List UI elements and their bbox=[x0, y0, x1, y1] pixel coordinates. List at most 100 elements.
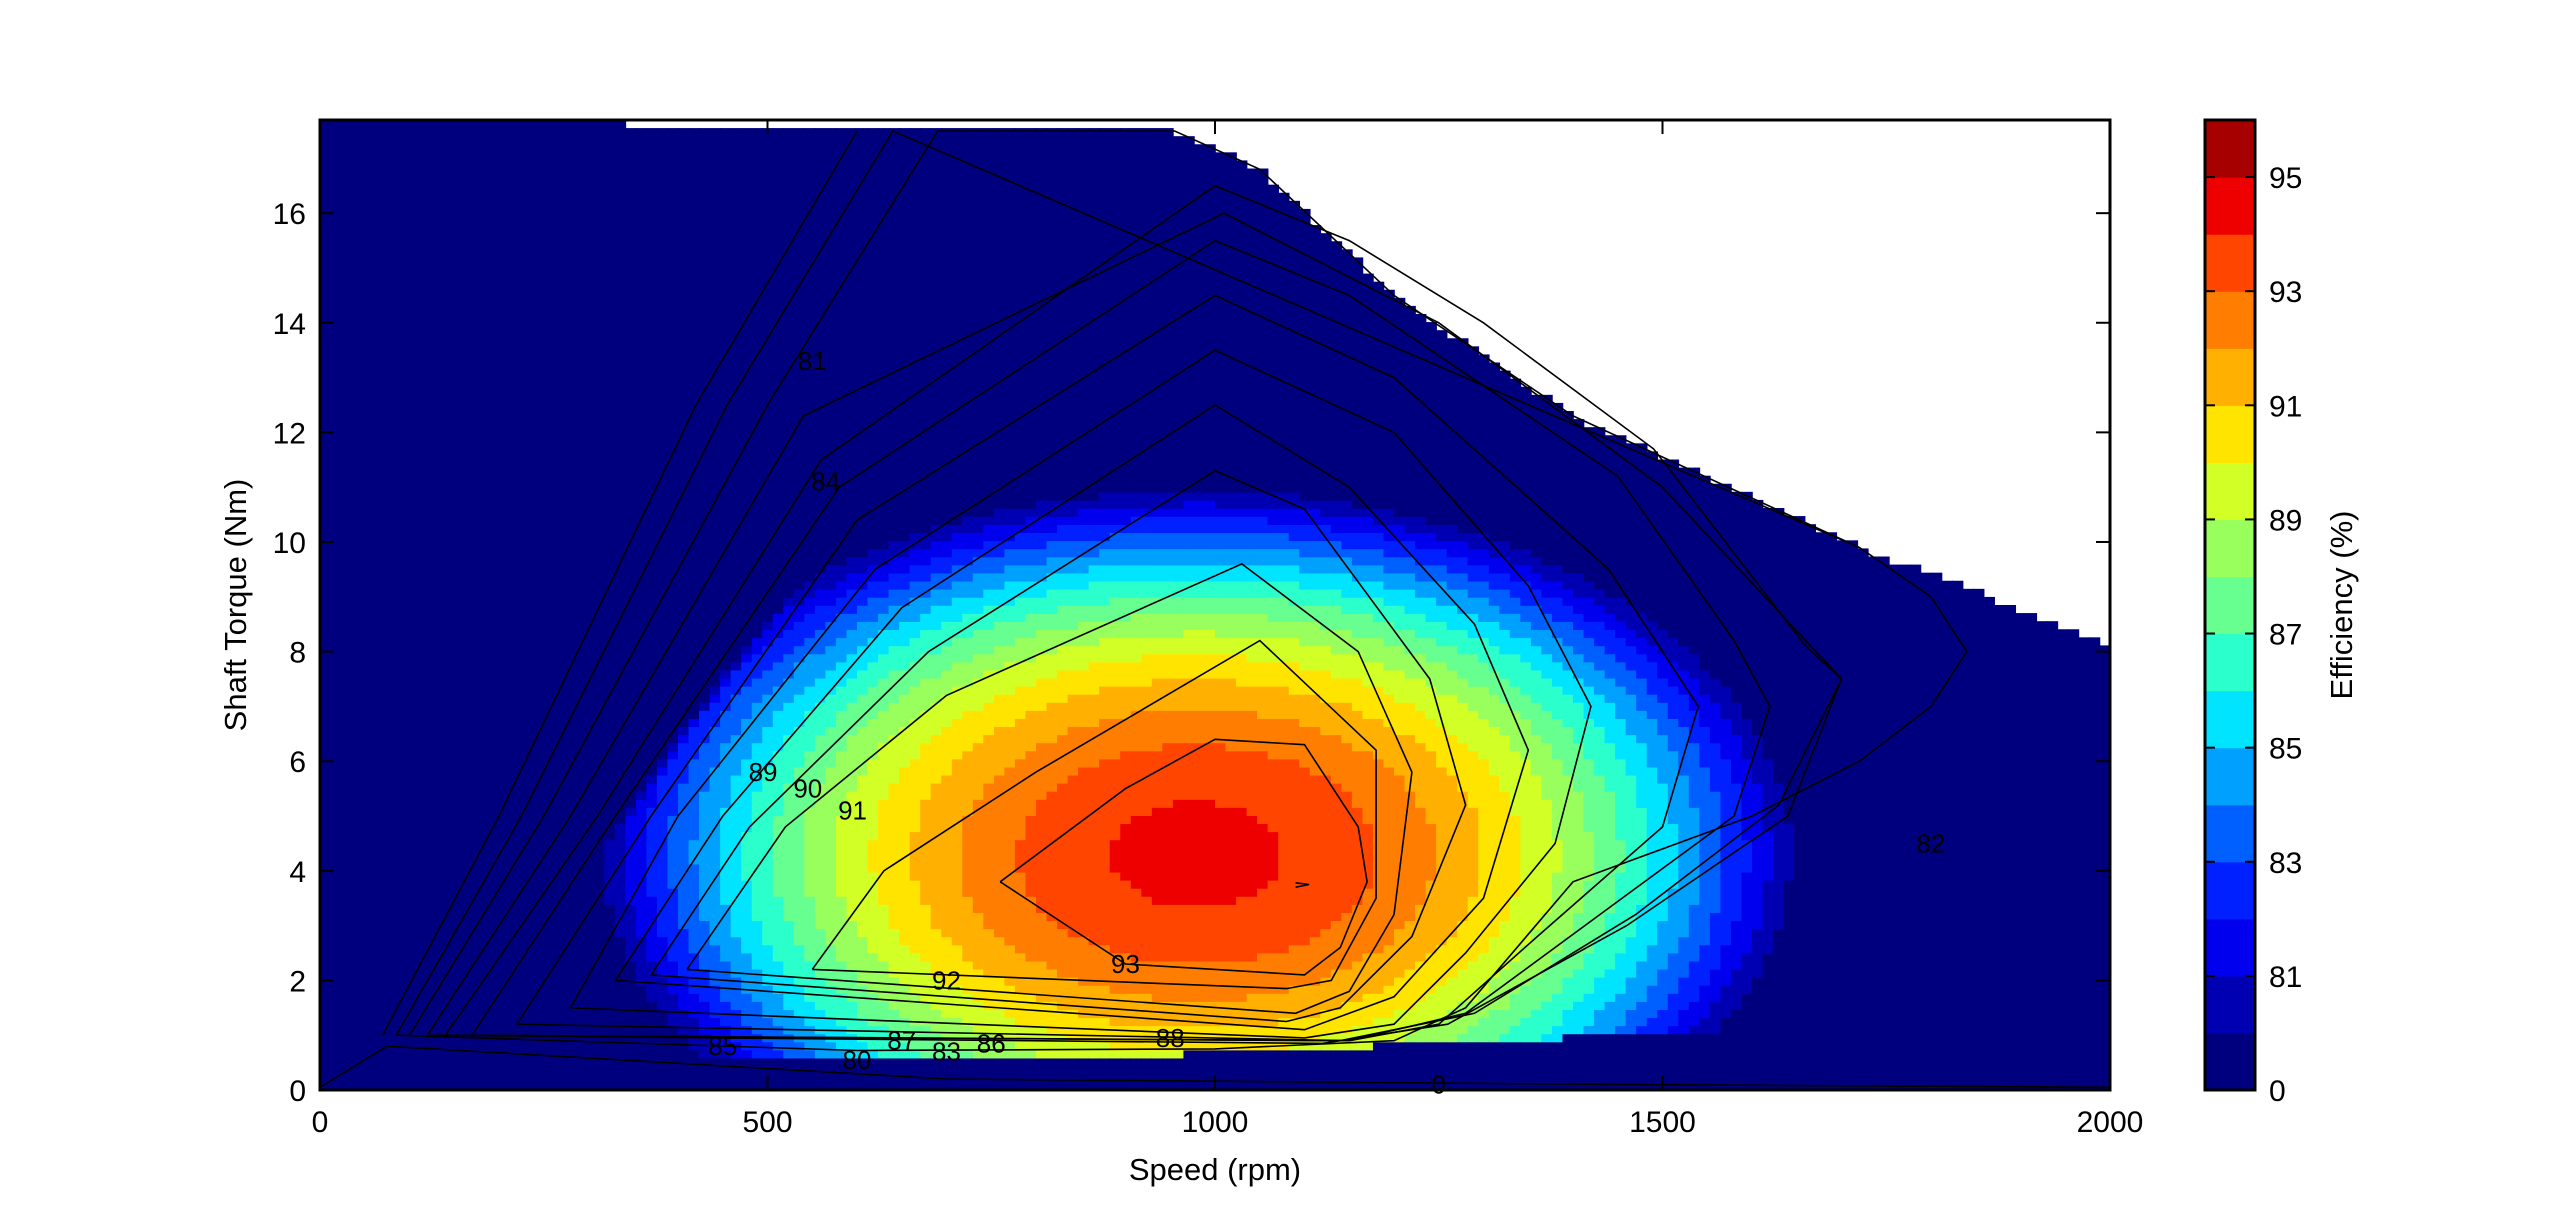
efficiency-cell bbox=[1446, 629, 1458, 647]
efficiency-cell bbox=[1204, 904, 1216, 962]
efficiency-cell bbox=[646, 774, 658, 784]
efficiency-cell bbox=[1973, 588, 1985, 1090]
efficiency-cell bbox=[1341, 249, 1353, 501]
efficiency-cell bbox=[1246, 491, 1258, 509]
efficiency-cell bbox=[1457, 742, 1469, 792]
efficiency-cell bbox=[1688, 742, 1701, 808]
efficiency-cell bbox=[1130, 508, 1143, 517]
efficiency-cell bbox=[846, 734, 858, 792]
efficiency-cell bbox=[993, 976, 1006, 1010]
efficiency-cell bbox=[1120, 952, 1132, 994]
efficiency-cell bbox=[1330, 605, 1343, 631]
efficiency-cell bbox=[1773, 782, 1785, 930]
efficiency-cell bbox=[1530, 774, 1543, 930]
efficiency-cell bbox=[1036, 613, 1048, 631]
y-tick-label: 2 bbox=[289, 965, 306, 998]
efficiency-cell bbox=[625, 960, 637, 1090]
y-tick-label: 14 bbox=[273, 308, 306, 341]
colorbar-segment bbox=[2205, 747, 2255, 806]
efficiency-cell bbox=[1257, 548, 1269, 566]
efficiency-cell bbox=[1025, 1057, 1037, 1090]
efficiency-cell bbox=[341, 120, 353, 1090]
efficiency-cell bbox=[751, 920, 764, 970]
efficiency-cell bbox=[1604, 613, 1616, 631]
efficiency-cell bbox=[1025, 1049, 1037, 1059]
efficiency-cell bbox=[1330, 516, 1343, 534]
efficiency-cell bbox=[1330, 653, 1343, 679]
efficiency-cell bbox=[941, 1057, 953, 1090]
efficiency-cell bbox=[920, 1057, 932, 1090]
efficiency-cell bbox=[1141, 491, 1153, 509]
efficiency-cell bbox=[751, 637, 764, 655]
efficiency-cell bbox=[1236, 710, 1248, 752]
efficiency-cell bbox=[1141, 1049, 1153, 1059]
efficiency-cell bbox=[1099, 718, 1111, 760]
efficiency-cell bbox=[1425, 685, 1437, 719]
efficiency-cell bbox=[1425, 548, 1437, 566]
efficiency-cell bbox=[1415, 314, 1427, 517]
efficiency-cell bbox=[499, 120, 511, 1090]
efficiency-cell bbox=[835, 596, 848, 614]
efficiency-cell bbox=[972, 629, 985, 655]
efficiency-cell bbox=[930, 588, 943, 606]
efficiency-cell bbox=[1562, 605, 1574, 622]
efficiency-cell bbox=[351, 120, 363, 1090]
efficiency-cell bbox=[1193, 677, 1206, 711]
efficiency-cell bbox=[1436, 564, 1448, 582]
efficiency-cell bbox=[1341, 653, 1353, 679]
efficiency-cell bbox=[1067, 499, 1079, 517]
efficiency-cell bbox=[962, 960, 974, 994]
efficiency-cell bbox=[1425, 596, 1437, 622]
efficiency-cell bbox=[1288, 540, 1301, 550]
efficiency-cell bbox=[1088, 128, 1100, 501]
efficiency-cell bbox=[1372, 718, 1385, 760]
efficiency-cell bbox=[1320, 556, 1332, 574]
efficiency-cell bbox=[1130, 887, 1143, 962]
efficiency-cell bbox=[1057, 605, 1069, 631]
efficiency-cell bbox=[1446, 572, 1458, 590]
efficiency-cell bbox=[1246, 168, 1258, 493]
efficiency-cell bbox=[1678, 467, 1690, 647]
efficiency-cell bbox=[656, 766, 669, 776]
efficiency-cell bbox=[1530, 572, 1543, 590]
efficiency-cell bbox=[888, 572, 900, 590]
efficiency-cell bbox=[993, 693, 1006, 728]
efficiency-cell bbox=[1299, 588, 1311, 606]
efficiency-cell bbox=[1341, 556, 1353, 574]
efficiency-cell bbox=[1225, 1049, 1237, 1090]
efficiency-cell bbox=[1172, 136, 1185, 493]
efficiency-cell bbox=[983, 128, 995, 517]
efficiency-cell bbox=[1467, 637, 1480, 655]
efficiency-cell bbox=[1225, 750, 1237, 808]
efficiency-cell bbox=[699, 1001, 711, 1035]
efficiency-cell bbox=[930, 782, 943, 930]
efficiency-cell bbox=[1078, 524, 1090, 542]
efficiency-cell bbox=[1193, 1001, 1206, 1027]
efficiency-cell bbox=[983, 1033, 995, 1059]
efficiency-cell bbox=[1594, 693, 1606, 728]
efficiency-cell bbox=[1499, 677, 1511, 703]
colorbar-segment bbox=[2205, 120, 2255, 178]
efficiency-cell bbox=[1257, 613, 1269, 639]
efficiency-cell bbox=[1604, 742, 1616, 792]
contour-label-80: 80 bbox=[843, 1045, 872, 1075]
efficiency-cell bbox=[1067, 524, 1079, 542]
efficiency-cell bbox=[867, 952, 879, 994]
efficiency-cell bbox=[1057, 499, 1069, 517]
efficiency-cell bbox=[1120, 685, 1132, 719]
efficiency-cell bbox=[1183, 580, 1195, 598]
efficiency-cell bbox=[1193, 548, 1206, 566]
efficiency-cell bbox=[1709, 912, 1722, 970]
efficiency-cell bbox=[1257, 596, 1269, 614]
efficiency-cell bbox=[1720, 1017, 1732, 1090]
efficiency-cell bbox=[751, 128, 764, 639]
efficiency-cell bbox=[1551, 564, 1564, 582]
efficiency-cell bbox=[1615, 718, 1627, 760]
efficiency-cell bbox=[1678, 936, 1690, 978]
efficiency-cell bbox=[867, 685, 879, 719]
contour-line-80 bbox=[320, 1045, 2110, 1089]
efficiency-cell bbox=[1573, 419, 1585, 574]
efficiency-cell bbox=[1730, 920, 1743, 970]
efficiency-cell bbox=[772, 685, 785, 711]
efficiency-cell bbox=[1120, 823, 1132, 881]
